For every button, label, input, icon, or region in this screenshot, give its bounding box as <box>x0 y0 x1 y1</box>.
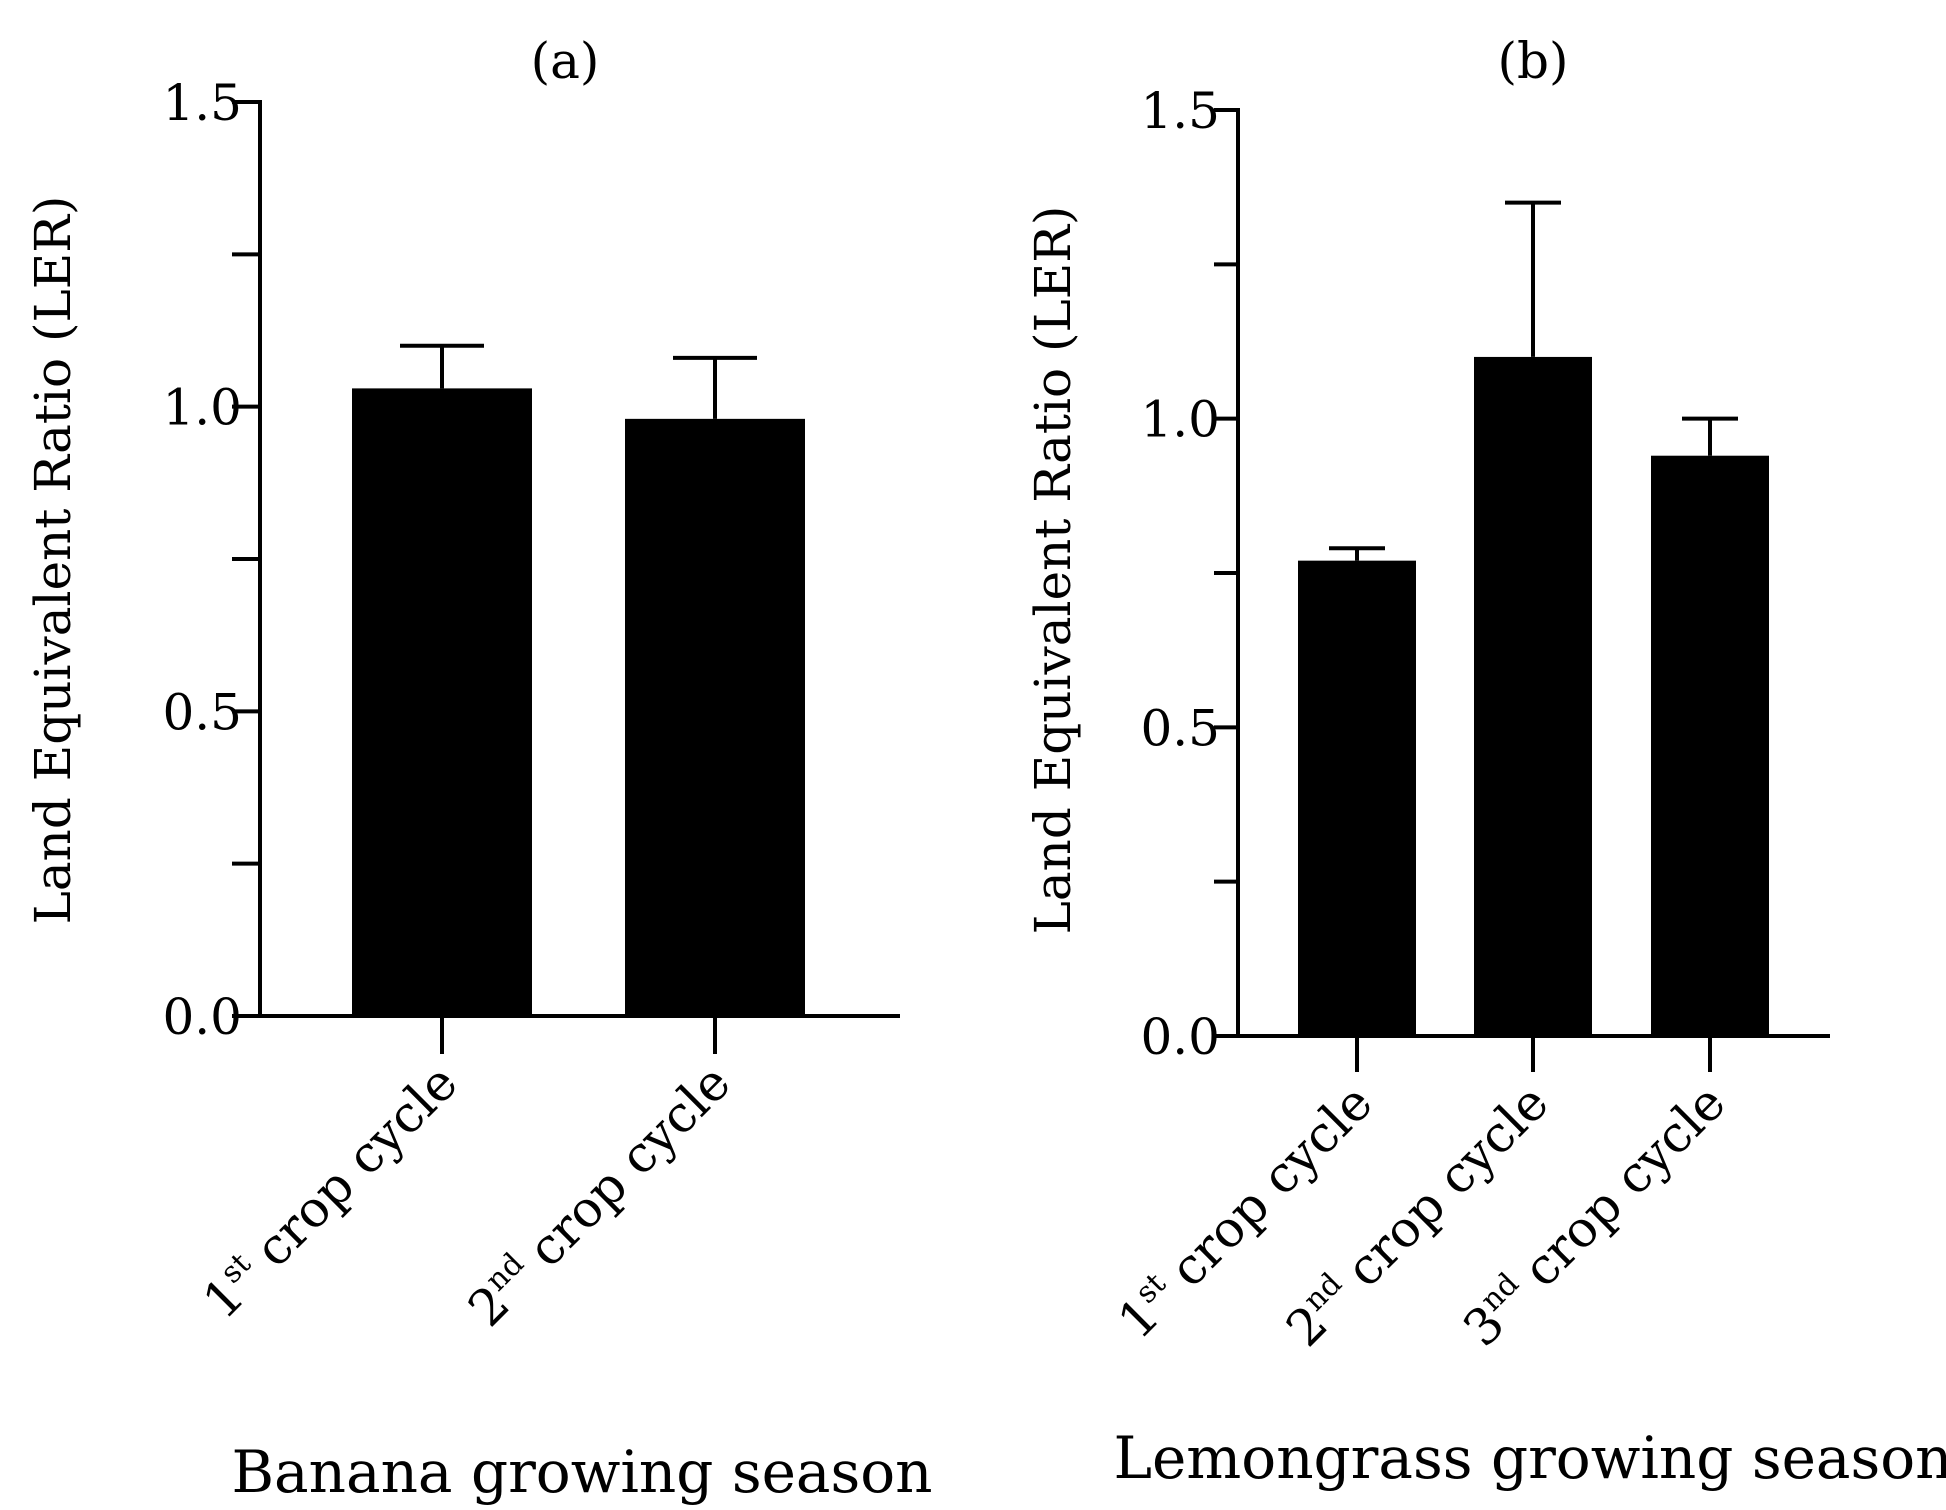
panel-a-y-axis-label: Land Equivalent Ratio (LER) <box>24 196 82 925</box>
panel-b-category-label-1: 1stcrop cycle <box>1106 1073 1383 1350</box>
panel-a-bar-1 <box>352 388 532 1016</box>
panel-a-y-tick-label-4: 1.5 <box>162 74 242 132</box>
panel-b-y-tick-label-4: 1.5 <box>1140 82 1220 140</box>
panel-b-x-axis-title: Lemongrass growing season <box>1113 1424 1946 1492</box>
panel-b-bar-2 <box>1474 356 1592 1036</box>
panel-b-y-tick-label-3: 1.0 <box>1140 391 1220 449</box>
panel-a-y-tick-label-3: 1.0 <box>162 379 242 437</box>
panel-a-bar-2 <box>625 418 805 1016</box>
panel-b-y-axis-label: Land Equivalent Ratio (LER) <box>1024 206 1082 935</box>
panel-a-label: (a) <box>531 32 600 90</box>
panel-b-y-tick-label-1: 0.0 <box>1140 1008 1220 1066</box>
panel-a-y-tick-label-2: 0.5 <box>162 683 242 741</box>
panel-a-category-label-2: 2ndcrop cycle <box>456 1053 741 1338</box>
panel-a-category-text-2: crop cycle <box>517 1053 742 1278</box>
panel-b-bar-3 <box>1651 455 1769 1036</box>
panel-b-bar-1 <box>1298 560 1416 1036</box>
panel-a-chart: (a) Land Equivalent Ratio (LER) Banana g… <box>24 32 933 1506</box>
panel-a-x-axis-title: Banana growing season <box>231 1438 932 1506</box>
panel-a-category-label-1: 1stcrop cycle <box>191 1053 468 1330</box>
panel-b-y-tick-label-2: 0.5 <box>1140 699 1220 757</box>
panel-a-category-text-1: crop cycle <box>244 1053 469 1278</box>
panel-b-chart: (b) Land Equivalent Ratio (LER) Lemongra… <box>1024 32 1946 1492</box>
panel-a-y-tick-label-1: 0.0 <box>162 988 242 1046</box>
panel-b-label: (b) <box>1497 32 1568 90</box>
